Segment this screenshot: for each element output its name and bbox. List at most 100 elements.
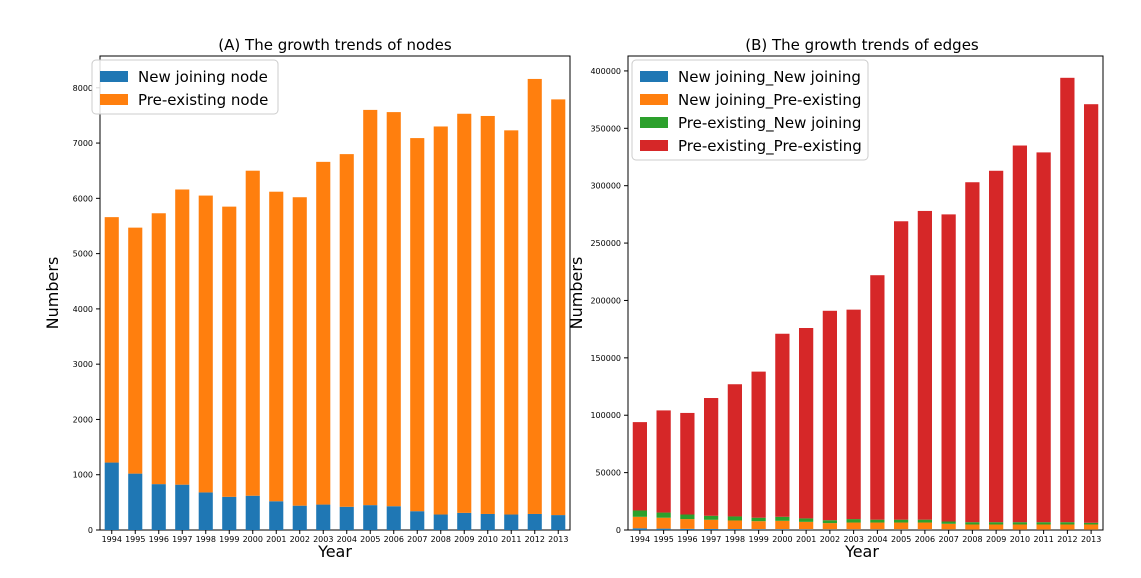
y-tick-label: 300000 (590, 182, 621, 191)
y-tick-label: 1000 (73, 471, 93, 480)
legend-swatch (640, 71, 668, 82)
bar-segment-0 (632, 528, 647, 530)
y-tick-label: 350000 (590, 124, 621, 133)
x-tick-label: 2009 (986, 535, 1006, 544)
bar-segment-3 (680, 412, 695, 515)
x-tick-label: 2010 (1010, 535, 1030, 544)
y-tick-label: 200000 (590, 296, 621, 305)
bar-segment-0 (292, 505, 307, 530)
bar-segment-3 (917, 210, 932, 520)
bar-segment-0 (846, 529, 861, 530)
bar-segment-0 (222, 496, 237, 530)
bar-segment-3 (894, 221, 909, 520)
y-tick-label: 0 (88, 526, 93, 535)
bar-segment-0 (151, 484, 166, 530)
legend-swatch (640, 94, 668, 105)
legend-swatch (640, 117, 668, 128)
bar-segment-3 (822, 310, 837, 521)
bar-segment-1 (1060, 524, 1075, 530)
bar-segment-0 (339, 506, 354, 530)
bar-segment-0 (727, 529, 742, 530)
bar-segment-1 (198, 195, 213, 493)
y-tick-label: 400000 (590, 67, 621, 76)
legend-entry: New joining_New joining (678, 68, 861, 87)
legend-entry: New joining node (138, 68, 268, 86)
bar-segment-1 (551, 99, 566, 516)
bar-segment-1 (339, 154, 354, 507)
chart-a-title: (A) The growth trends of nodes (218, 36, 452, 54)
bar-segment-2 (704, 515, 719, 520)
x-tick-label: 2004 (337, 535, 357, 544)
x-tick-label: 2004 (867, 535, 887, 544)
bar-segment-0 (656, 528, 671, 530)
x-tick-label: 2002 (290, 535, 310, 544)
y-tick-label: 2000 (73, 415, 93, 424)
bar-segment-2 (1012, 522, 1027, 525)
x-tick-label: 2012 (525, 535, 545, 544)
bar-segment-2 (680, 514, 695, 520)
bar-segment-1 (632, 516, 647, 529)
bar-segment-2 (870, 519, 885, 523)
legend-entry: New joining_Pre-existing (678, 91, 861, 110)
bar-segment-3 (775, 333, 790, 517)
bar-segment-3 (965, 182, 980, 523)
bar-segment-2 (799, 518, 814, 522)
bar-segment-2 (846, 519, 861, 523)
chart-a: (A) The growth trends of nodes 0 1000 2000… (43, 36, 571, 561)
x-tick-label: 1995 (125, 535, 145, 544)
chart-a-x-ticks: 1994 1995 1996 1997 1998 1999 2000 2001 2002 2003… (102, 530, 568, 544)
bar-segment-0 (894, 529, 909, 530)
bar-segment-0 (433, 514, 448, 530)
y-tick-label: 3000 (73, 360, 93, 369)
bar-segment-2 (989, 522, 1004, 525)
bar-segment-2 (656, 512, 671, 518)
x-tick-label: 2001 (266, 535, 286, 544)
bar-segment-1 (104, 217, 119, 463)
bar-segment-1 (941, 523, 956, 530)
bar-segment-1 (680, 519, 695, 529)
bar-segment-0 (527, 513, 542, 530)
x-tick-label: 2003 (313, 535, 333, 544)
bar-segment-0 (870, 529, 885, 530)
legend-frame (91, 59, 279, 115)
y-tick-label: 6000 (73, 194, 93, 203)
bar-segment-3 (989, 170, 1004, 523)
bar-segment-2 (751, 517, 766, 522)
bar-segment-3 (870, 275, 885, 520)
bar-segment-2 (1060, 522, 1075, 525)
chart-a-legend: New joining node Pre-existing node (91, 59, 279, 115)
bar-segment-1 (965, 524, 980, 530)
x-tick-label: 2013 (548, 535, 568, 544)
bar-segment-3 (1036, 152, 1051, 523)
legend-frame (631, 59, 869, 161)
x-tick-label: 2005 (891, 535, 911, 544)
bar-segment-1 (1036, 524, 1051, 530)
bar-segment-0 (775, 529, 790, 530)
chart-a-xlabel: Year (317, 542, 352, 561)
x-tick-label: 2005 (360, 535, 380, 544)
bar-segment-1 (704, 519, 719, 529)
bar-segment-0 (245, 495, 260, 530)
y-tick-label: 0 (616, 526, 621, 535)
bar-segment-1 (527, 78, 542, 514)
bar-segment-1 (433, 126, 448, 515)
x-tick-label: 1998 (725, 535, 745, 544)
legend-entry: Pre-existing node (138, 91, 268, 109)
bar-segment-1 (457, 113, 472, 513)
bar-segment-2 (894, 519, 909, 523)
y-tick-label: 250000 (590, 239, 621, 248)
bar-segment-1 (917, 522, 932, 530)
bar-segment-3 (941, 214, 956, 522)
bar-segment-2 (822, 520, 837, 524)
bar-segment-0 (410, 511, 425, 530)
x-tick-label: 1996 (149, 535, 169, 544)
x-tick-label: 2001 (796, 535, 816, 544)
bar-segment-2 (917, 519, 932, 523)
bar-segment-3 (1084, 104, 1099, 523)
x-tick-label: 2009 (454, 535, 474, 544)
x-tick-label: 2002 (820, 535, 840, 544)
x-tick-label: 1994 (630, 535, 650, 544)
bar-segment-2 (727, 516, 742, 521)
bar-segment-2 (775, 516, 790, 521)
x-tick-label: 2008 (431, 535, 451, 544)
